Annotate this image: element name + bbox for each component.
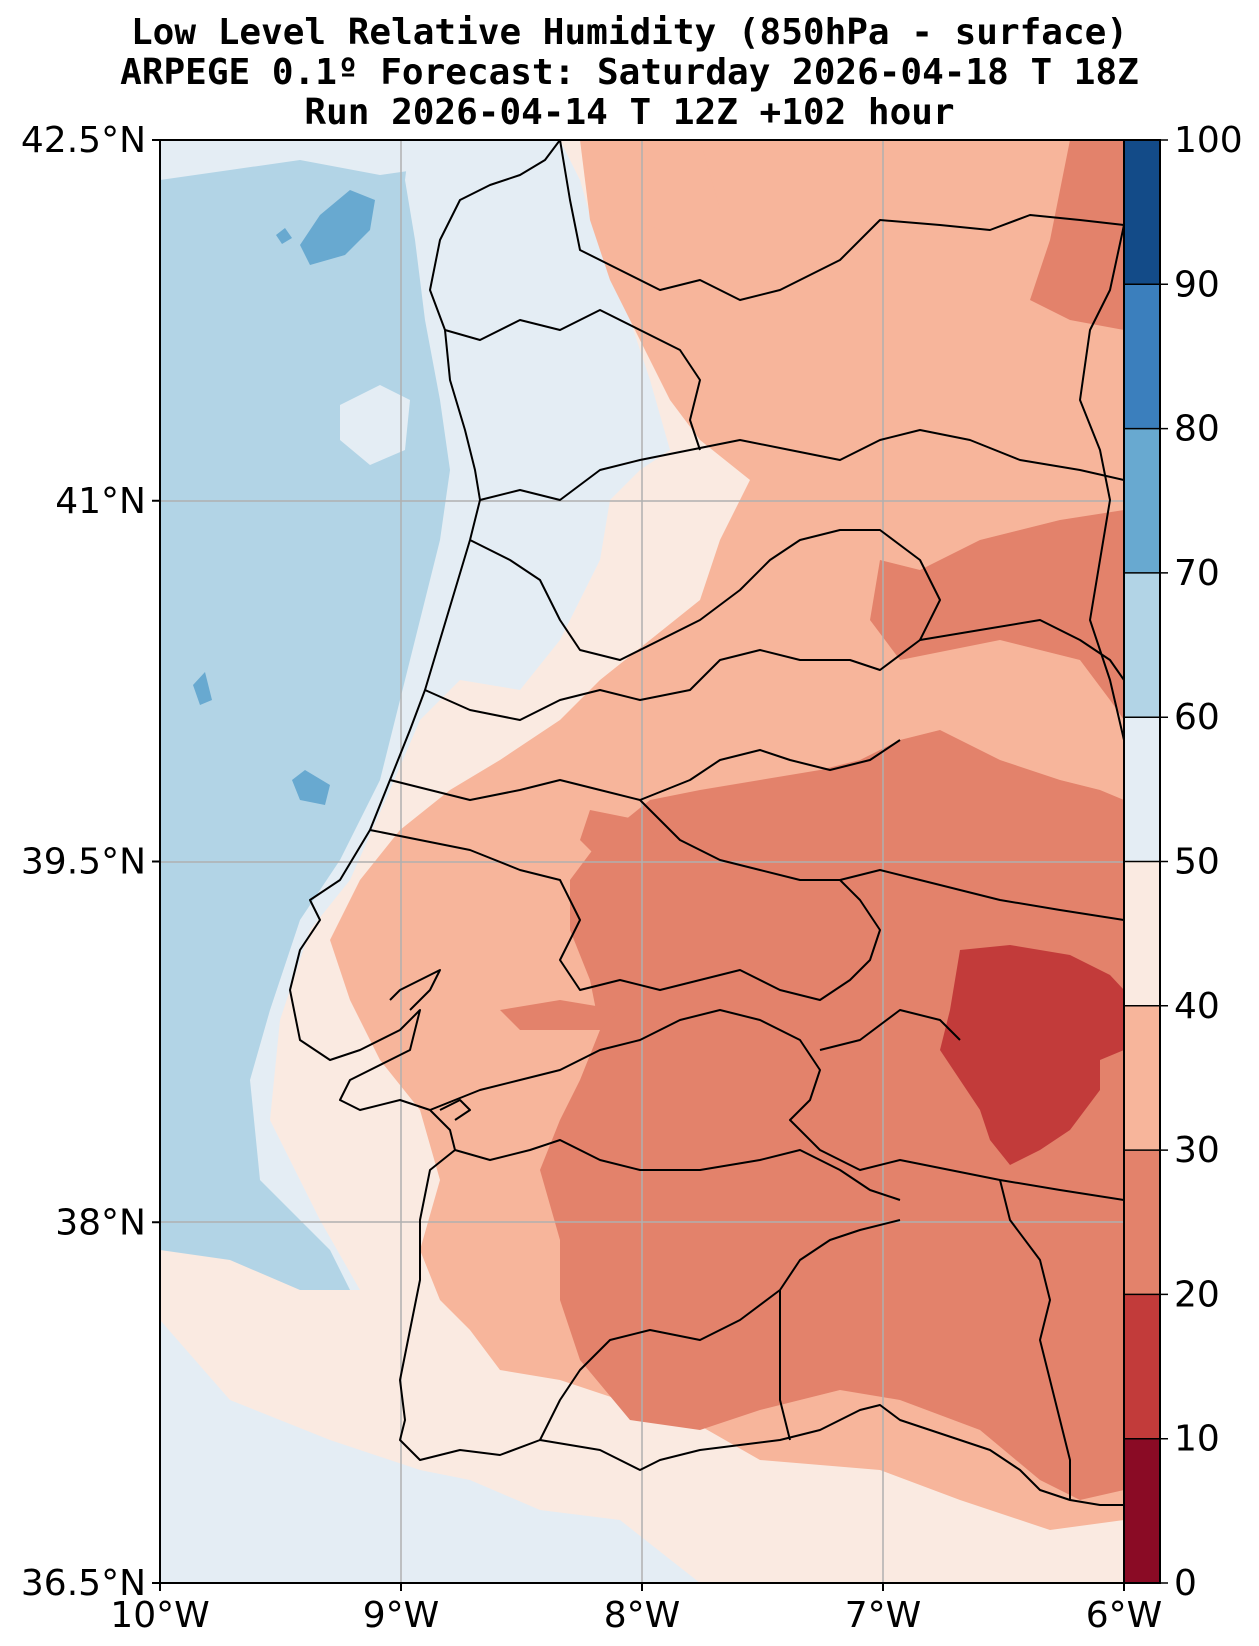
humidity-band-50-60-offshore [340,385,410,465]
colorbar-tick-label: 50 [1174,842,1220,883]
tagus-estuary [389,969,441,1011]
coastline-and-borders [289,140,1124,1506]
humidity-band-70-80-patch-3 [292,770,330,805]
colorbar-segment [1124,140,1160,285]
colorbar-segment [1124,861,1160,1007]
colorbar-segment [1124,1294,1160,1440]
humidity-band-30-40-north [580,140,720,230]
colorbar-tick-label: 30 [1174,1130,1220,1171]
lon-tick-label: 8°W [604,1595,681,1636]
lon-tick-label: 9°W [363,1595,440,1636]
border-district-7 [639,799,1124,921]
colorbar-tick-label: 40 [1174,986,1220,1027]
latitude-axis: 42.5°N 41°N 39.5°N 38°N 36.5°N [21,120,160,1604]
border-district-1 [444,309,701,451]
border-district-10 [539,1219,901,1441]
lat-tick-label: 38°N [55,1202,146,1243]
lon-tick-label: 7°W [845,1595,922,1636]
humidity-band-70-80-patch-2 [193,672,212,705]
map-plot-area [160,140,1124,1583]
colorbar-segment [1124,284,1160,430]
colorbar-segment [1124,717,1160,862]
colorbar-tick-label: 20 [1174,1274,1220,1315]
border-district-5 [389,739,901,801]
humidity-band-70-80-patch-4 [276,228,292,244]
colorbar-segment [1124,572,1160,718]
lon-tick-label: 6°W [1086,1595,1163,1636]
lat-tick-label: 39.5°N [21,842,146,883]
border-district-12 [999,1179,1071,1500]
border-district-9 [454,1139,901,1201]
humidity-band-20-30-main [540,510,1124,1500]
border-district-2 [479,429,1124,501]
lat-tick-label: 41°N [55,481,146,522]
border-district-6 [369,829,881,1001]
colorbar-segment [1124,1438,1160,1584]
colorbar-segment [1124,1005,1160,1151]
border-district-13 [819,1009,961,1051]
humidity-band-20-30-west-patch [580,810,660,860]
colorbar-frame [1123,139,1161,1584]
gridlines [160,140,1124,1583]
border-district-4 [424,619,1124,721]
border-district-3 [469,529,941,661]
lat-tick-label: 42.5°N [21,120,146,161]
colorbar-segment [1124,428,1160,574]
humidity-band-50-60-top-left [160,140,460,180]
border-north [559,140,1124,301]
humidity-band-20-30-north [1030,140,1124,330]
longitude-axis: 10°W 9°W 8°W 7°W 6°W [110,1583,1162,1636]
humidity-band-20-30-strip [500,1000,620,1030]
colorbar-tick-label: 60 [1174,697,1220,738]
lat-tick-label: 36.5°N [21,1563,146,1604]
lon-tick-label: 10°W [110,1595,209,1636]
chart-title-line-1: Low Level Relative Humidity (850hPa - su… [131,12,1128,53]
humidity-band-10-20 [940,945,1124,1165]
colorbar-tick-label: 80 [1174,409,1220,450]
colorbar-tick-label: 90 [1174,264,1220,305]
sado-estuary [439,1099,471,1121]
humidity-band-70-80-patch-1 [300,190,375,265]
colorbar-segment [1124,1150,1160,1295]
colorbar: 0 10 20 30 40 50 60 70 80 90 100 [1123,120,1243,1604]
chart-title-line-3: Run 2026-04-14 T 12Z +102 hour [304,92,955,133]
border-district-11 [779,1290,791,1441]
colorbar-tick-label: 0 [1174,1563,1197,1604]
colorbar-tick-label: 70 [1174,553,1220,594]
colorbar-tick-label: 10 [1174,1419,1220,1460]
chart-title-line-2: ARPEGE 0.1º Forecast: Saturday 2026-04-1… [120,52,1139,93]
colorbar-tick-label: 100 [1174,120,1243,161]
border-district-8 [429,1009,1124,1201]
